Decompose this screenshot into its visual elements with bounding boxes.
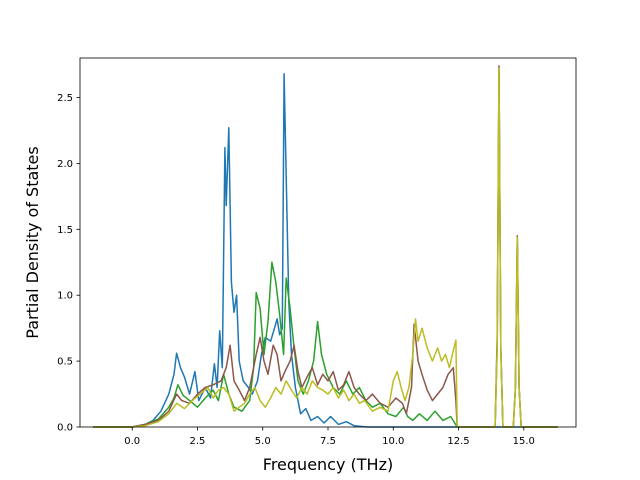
y-tick-label: 1.5 [57,225,73,236]
x-tick-label: 7.5 [320,436,336,447]
x-tick-label: 2.5 [190,436,206,447]
x-tick-label: 12.5 [447,436,469,447]
y-tick-label: 0.0 [57,423,73,434]
series-line-4 [93,67,558,428]
y-axis-label: Partial Density of States [23,146,42,338]
x-axis-label: Frequency (THz) [263,455,393,474]
x-tick-label: 5.0 [255,436,271,447]
y-tick-label: 1.0 [57,291,73,302]
y-tick-label: 2.5 [57,93,73,104]
x-tick-label: 0.0 [124,436,140,447]
x-tick-label: 15.0 [513,436,535,447]
y-axis-ticks: 0.0 0.5 1.0 1.5 2.0 2.5 [57,93,80,434]
series-line-1 [93,73,558,428]
x-axis-ticks: 0.0 2.5 5.0 7.5 10.0 12.5 15.0 [124,427,535,447]
x-tick-label: 10.0 [382,436,404,447]
y-tick-label: 0.5 [57,357,73,368]
y-tick-label: 2.0 [57,159,73,170]
